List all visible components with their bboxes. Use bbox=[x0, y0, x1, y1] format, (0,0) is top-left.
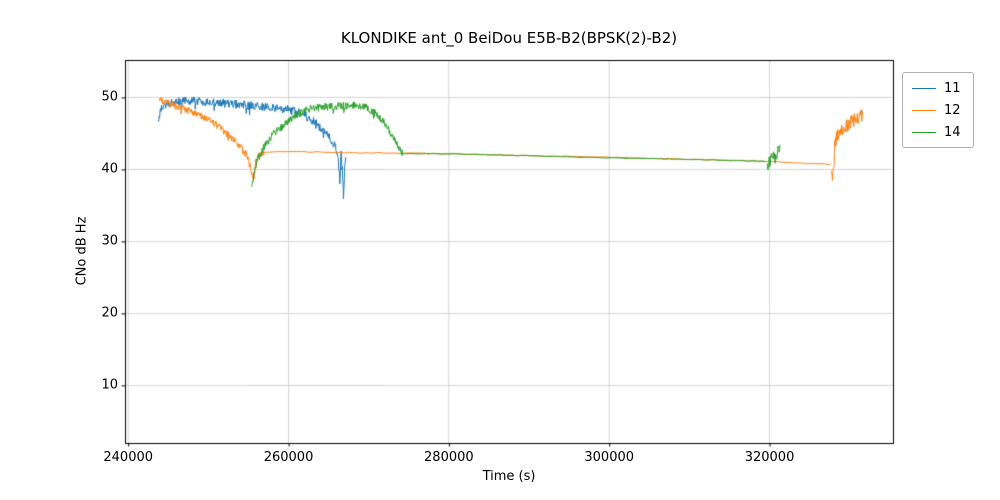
y-tick-label: 30 bbox=[101, 233, 118, 249]
x-tick-label: 260000 bbox=[263, 450, 314, 465]
y-tick-label: 10 bbox=[101, 377, 118, 393]
y-axis-label: CNo dB Hz bbox=[74, 216, 90, 286]
legend-entry: 12 bbox=[912, 102, 961, 118]
y-tick-label: 40 bbox=[101, 161, 118, 177]
legend-label: 14 bbox=[944, 124, 961, 140]
legend: 11 12 14 bbox=[902, 72, 974, 148]
legend-label: 12 bbox=[944, 102, 961, 118]
legend-entry: 11 bbox=[912, 80, 961, 96]
x-tick-label: 300000 bbox=[584, 450, 635, 465]
x-tick-label: 320000 bbox=[744, 450, 795, 465]
x-axis-label: Time (s) bbox=[482, 469, 536, 484]
chart-title: KLONDIKE ant_0 BeiDou E5B-B2(BPSK(2)-B2) bbox=[340, 29, 678, 47]
y-tick-label: 20 bbox=[101, 305, 118, 321]
y-tick-label: 50 bbox=[101, 89, 118, 105]
x-tick-label: 240000 bbox=[103, 450, 154, 465]
legend-entry: 14 bbox=[912, 124, 961, 140]
x-tick-label: 280000 bbox=[424, 450, 474, 465]
legend-line-sample bbox=[912, 109, 936, 111]
legend-line-sample bbox=[912, 131, 936, 133]
legend-label: 11 bbox=[944, 80, 961, 96]
legend-line-sample bbox=[912, 87, 936, 89]
